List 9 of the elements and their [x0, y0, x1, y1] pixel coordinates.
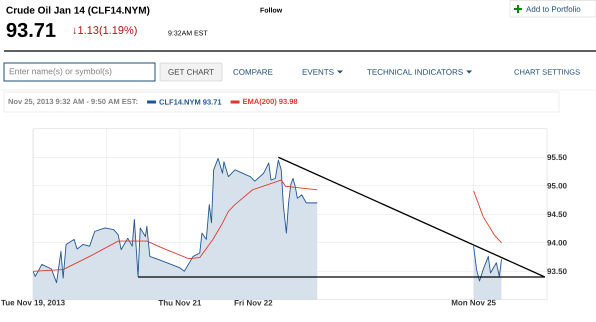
text: Enter name(s) or symbol(s) [10, 68, 112, 76]
chart-subtitle: 93.71 [6, 22, 56, 38]
text: Add to Portfolio [526, 6, 580, 12]
text: COMPARE [233, 69, 273, 75]
text: GET CHART [168, 69, 214, 75]
text: ↓1.13(1.19%) [73, 26, 137, 36]
text: EVENTS [302, 69, 334, 75]
chart-title: Crude Oil Jan 14 (CLF14.NYM) [6, 6, 150, 16]
text: TECHNICAL INDICATORS [367, 69, 463, 75]
